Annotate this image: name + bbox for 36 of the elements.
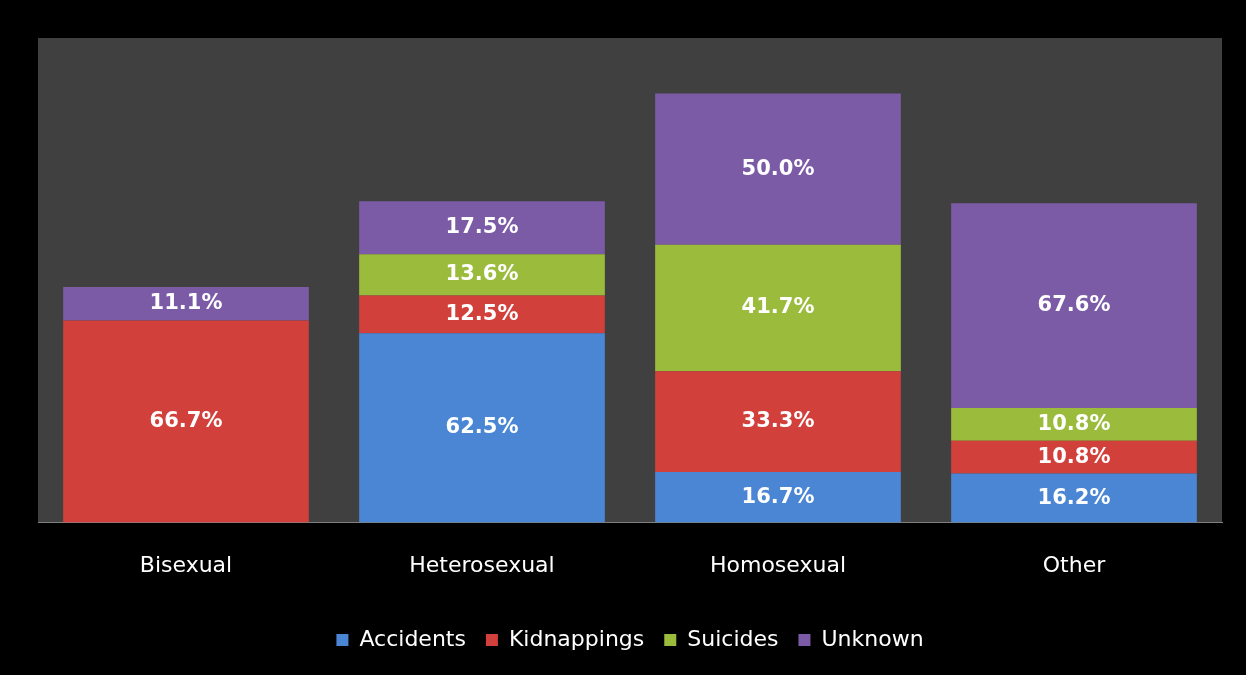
legend-label: Accidents bbox=[359, 625, 466, 651]
legend-label: Suicides bbox=[687, 625, 779, 651]
bar bbox=[359, 201, 605, 255]
bar bbox=[63, 320, 309, 523]
x-tick-label: Heterosexual bbox=[409, 551, 555, 577]
data-label: 11.1% bbox=[149, 290, 223, 315]
data-label: 13.6% bbox=[445, 261, 519, 286]
x-tick-label: Other bbox=[1042, 551, 1107, 577]
data-label: 41.7% bbox=[741, 294, 815, 319]
data-label: 67.6% bbox=[1037, 292, 1111, 317]
bar bbox=[359, 295, 605, 334]
data-label: 16.2% bbox=[1037, 484, 1111, 509]
bar bbox=[655, 93, 901, 245]
data-label: 12.5% bbox=[445, 300, 519, 325]
x-tick-label: Homosexual bbox=[709, 551, 847, 577]
bar bbox=[359, 333, 605, 523]
bar bbox=[359, 254, 605, 296]
data-label: 17.5% bbox=[445, 214, 519, 239]
data-label: 33.3% bbox=[741, 408, 815, 433]
data-label: 10.8% bbox=[1037, 443, 1111, 468]
data-label: 62.5% bbox=[445, 414, 519, 439]
legend-label: Unknown bbox=[821, 625, 924, 651]
data-label: 10.8% bbox=[1037, 410, 1111, 435]
bar bbox=[951, 440, 1197, 474]
data-label: 50.0% bbox=[741, 155, 815, 180]
data-label: 66.7% bbox=[149, 408, 223, 433]
bar bbox=[655, 244, 901, 372]
bar bbox=[951, 408, 1197, 441]
bar bbox=[63, 286, 309, 321]
bar bbox=[951, 473, 1197, 523]
bar bbox=[951, 203, 1197, 409]
legend-label: Kidnappings bbox=[508, 625, 645, 651]
bar bbox=[655, 371, 901, 473]
bar bbox=[655, 472, 901, 523]
x-tick-label: Bisexual bbox=[139, 551, 233, 577]
data-label: 16.7% bbox=[741, 483, 815, 508]
